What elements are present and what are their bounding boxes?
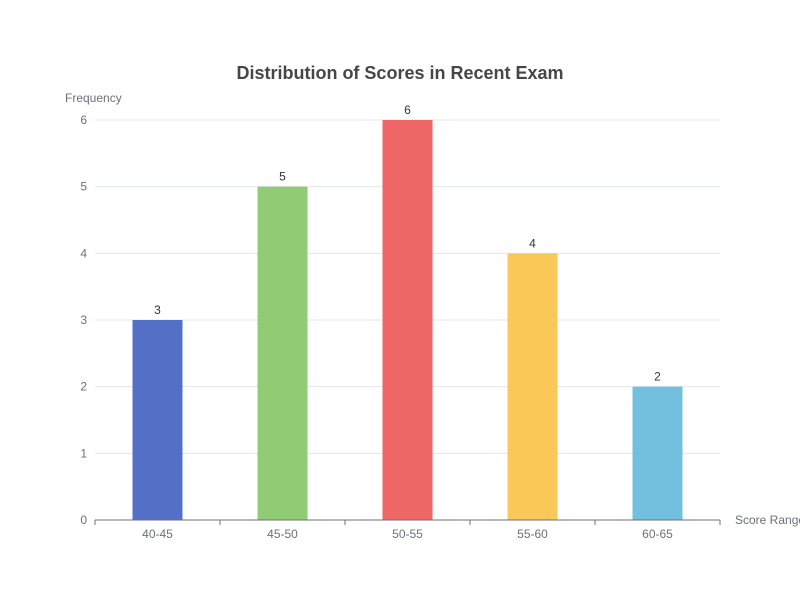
y-tick-label: 3 xyxy=(80,313,87,327)
x-tick-label: 45-50 xyxy=(267,527,298,541)
chart-title: Distribution of Scores in Recent Exam xyxy=(236,63,563,83)
y-tick-label: 6 xyxy=(80,113,87,127)
y-tick-label: 4 xyxy=(80,246,87,260)
x-tick-label: 55-60 xyxy=(517,527,548,541)
bar-40-45[interactable] xyxy=(132,320,183,520)
x-axis xyxy=(94,519,721,525)
y-axis-label: Frequency xyxy=(65,91,122,105)
bar-60-65[interactable] xyxy=(632,386,683,520)
x-tick-label: 50-55 xyxy=(392,527,423,541)
x-tick-label: 40-45 xyxy=(142,527,173,541)
x-axis-label: Score Range xyxy=(735,513,800,527)
data-labels: 3 5 6 4 2 xyxy=(154,103,661,384)
data-label: 3 xyxy=(154,303,161,317)
y-tick-label: 5 xyxy=(80,180,87,194)
data-label: 2 xyxy=(654,370,661,384)
bars xyxy=(132,120,683,521)
bar-45-50[interactable] xyxy=(257,186,308,520)
x-axis-ticks: 40-45 45-50 50-55 55-60 60-65 xyxy=(142,527,673,541)
bar-50-55[interactable] xyxy=(382,120,433,520)
y-tick-label: 0 xyxy=(80,513,87,527)
bar-55-60[interactable] xyxy=(507,253,558,521)
y-tick-label: 1 xyxy=(80,446,87,460)
y-axis-ticks: 0 1 2 3 4 5 6 xyxy=(80,113,87,527)
data-label: 5 xyxy=(279,170,286,184)
x-tick-label: 60-65 xyxy=(642,527,673,541)
data-label: 6 xyxy=(404,103,411,117)
y-tick-label: 2 xyxy=(80,380,87,394)
data-label: 4 xyxy=(529,236,536,250)
